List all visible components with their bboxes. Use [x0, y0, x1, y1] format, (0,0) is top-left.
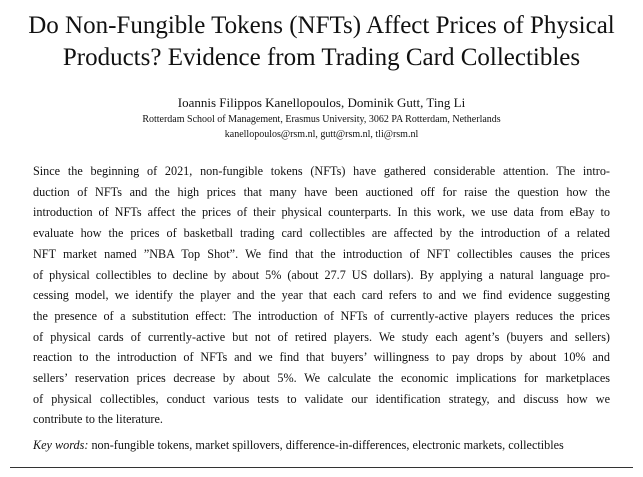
authors: Ioannis Filippos Kanellopoulos, Dominik … — [177, 95, 466, 110]
keywords-block: Key words: non-fungible tokens, market s… — [33, 438, 564, 453]
emails: kanellopoulos@rsm.nl, gutt@rsm.nl, tli@r… — [224, 129, 419, 140]
abstract-line: cessing model, we identify the player an… — [33, 288, 610, 303]
abstract-line: introduction of NFTs affect the prices o… — [33, 205, 610, 220]
abstract-line: contribute to the literature. — [33, 412, 163, 427]
abstract-line: of physical cards of currently-active bu… — [33, 329, 610, 344]
keywords: non-fungible tokens, market spillovers, … — [91, 438, 564, 452]
affiliation: Rotterdam School of Management, Erasmus … — [142, 114, 501, 125]
abstract-line: sellers’ reservation prices decrease by … — [33, 371, 610, 385]
abstract-line: the presence of a substitution effect: T… — [33, 308, 610, 323]
abstract-line: NFT market named ”NBA Top Shot”. We find… — [33, 246, 610, 261]
title-line: Products? Evidence from Trading Card Col… — [62, 44, 581, 71]
abstract-line: evaluate how the prices of basketball tr… — [33, 226, 610, 241]
abstract-line: reaction to the introduction of NFTs and… — [33, 350, 610, 365]
abstract-line: of physical collectibles, conduct variou… — [33, 391, 610, 406]
title-line: Do Non-Fungible Tokens (NFTs) Affect Pri… — [28, 12, 615, 39]
abstract-line: of physical collectibles to decline by a… — [33, 267, 610, 282]
abstract-line: duction of NFTs and the high prices that… — [33, 184, 610, 199]
abstract-line: Since the beginning of 2021, non-fungibl… — [33, 164, 610, 178]
keywords-label: Key words: — [33, 438, 89, 452]
rule — [10, 467, 633, 468]
